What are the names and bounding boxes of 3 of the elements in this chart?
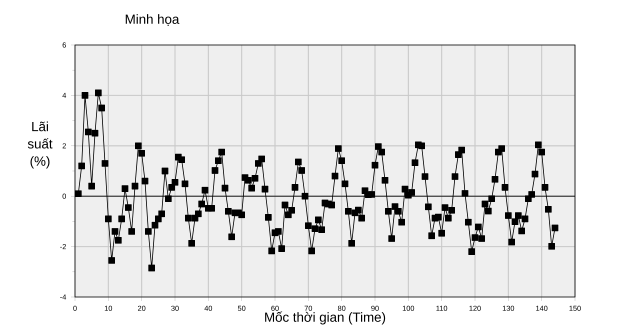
y-axis-title: Lãi suất (%) — [28, 122, 52, 168]
x-axis-title: Mốc thời gian (Time) — [265, 312, 386, 324]
chart-title: Minh họa — [126, 14, 180, 26]
